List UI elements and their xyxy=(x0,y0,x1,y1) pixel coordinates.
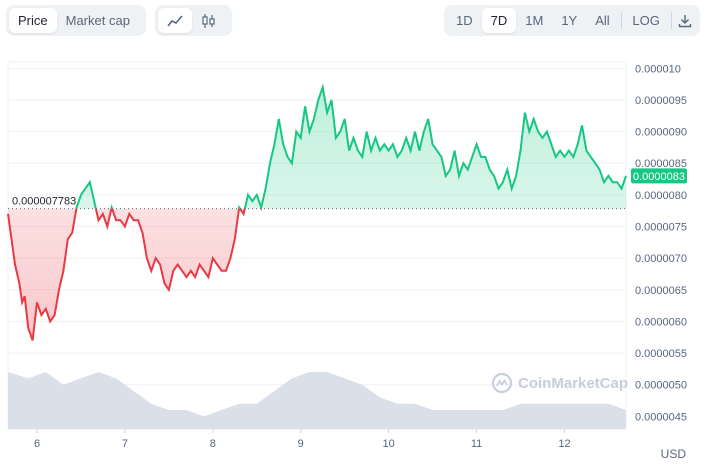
price-line-down xyxy=(7,208,262,341)
y-tick-label: 0.0000050 xyxy=(635,380,687,392)
current-price-badge: 0.0000083 xyxy=(631,168,687,184)
watermark: CoinMarketCap xyxy=(491,372,628,394)
y-tick-label: 0.0000080 xyxy=(635,190,687,202)
reference-price-label: 0.000007783 xyxy=(12,196,76,208)
price-tab[interactable]: Price xyxy=(9,8,57,33)
y-tick-label: 0.0000090 xyxy=(635,127,687,139)
range-1m[interactable]: 1M xyxy=(525,13,544,28)
y-tick-label: 0.0000055 xyxy=(635,348,687,360)
toolbar-divider xyxy=(620,12,622,29)
range-toggle: 1D 7D 1M 1Y All LOG xyxy=(444,5,700,36)
market-cap-tab[interactable]: Market cap xyxy=(65,13,130,28)
x-tick-label: 7 xyxy=(122,438,128,450)
y-tick-label: 0.0000065 xyxy=(635,285,687,297)
currency-label: USD xyxy=(660,447,686,461)
price-line-up xyxy=(75,83,627,209)
y-tick-label: 0.0000095 xyxy=(635,95,687,107)
y-tick-label: 0.0000085 xyxy=(635,158,687,170)
x-tick-label: 12 xyxy=(558,438,570,450)
range-all[interactable]: All xyxy=(595,13,610,28)
y-tick-label: 0.0000070 xyxy=(635,253,687,265)
x-tick-label: 9 xyxy=(298,438,304,450)
y-tick-label: 0.000010 xyxy=(635,63,681,75)
price-area-up xyxy=(8,87,626,209)
toolbar-divider xyxy=(670,12,672,29)
watermark-text: CoinMarketCap xyxy=(518,374,629,392)
current-price-label: 0.0000083 xyxy=(633,171,685,183)
candlestick-icon[interactable] xyxy=(192,8,226,33)
download-icon[interactable] xyxy=(674,8,697,33)
coinmarketcap-logo-icon xyxy=(491,372,513,394)
x-axis: 6 7 8 9 10 11 12 xyxy=(34,429,571,450)
volume-area xyxy=(8,372,626,429)
x-tick-label: 8 xyxy=(210,438,216,450)
y-axis: 0.0000100.00000950.00000900.00000850.000… xyxy=(635,63,687,423)
y-tick-label: 0.0000075 xyxy=(635,222,687,234)
x-tick-label: 6 xyxy=(34,438,40,450)
range-1y[interactable]: 1Y xyxy=(561,13,578,28)
log-toggle[interactable]: LOG xyxy=(632,13,660,28)
range-1d[interactable]: 1D xyxy=(456,13,473,28)
view-toggle: Price Market cap xyxy=(6,5,146,36)
x-tick-label: 11 xyxy=(471,438,482,450)
x-tick-label: 10 xyxy=(383,438,395,450)
y-tick-label: 0.0000045 xyxy=(635,411,687,423)
range-7d[interactable]: 7D xyxy=(481,8,517,33)
chart-type-toggle xyxy=(155,5,232,36)
line-chart-icon[interactable] xyxy=(158,8,192,33)
y-tick-label: 0.0000060 xyxy=(635,316,687,328)
